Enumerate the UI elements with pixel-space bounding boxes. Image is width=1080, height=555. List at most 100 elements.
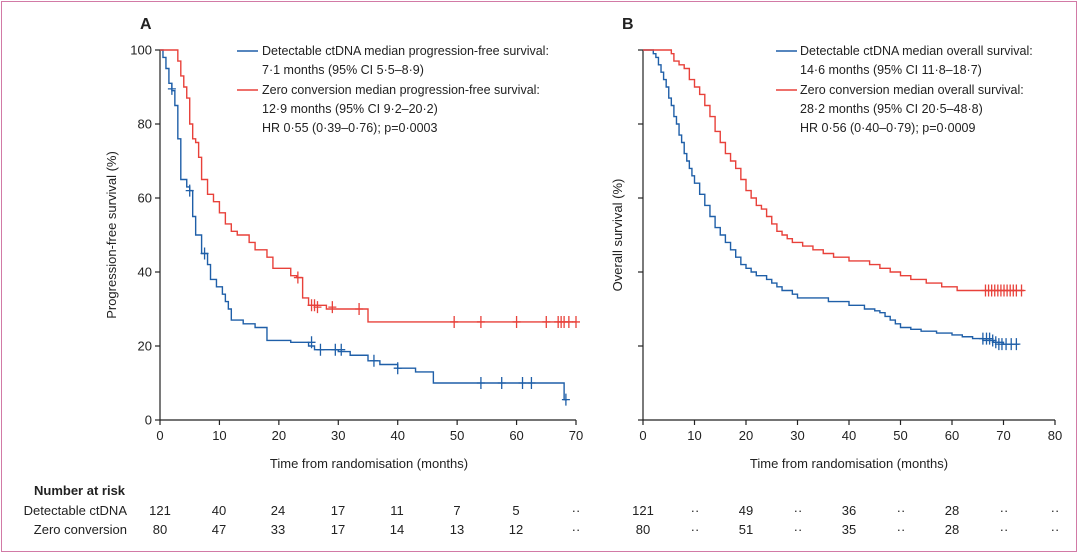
risk-cell-a-detectable: 24 bbox=[271, 503, 285, 518]
censor-mark-a-detectable-ctdna bbox=[167, 82, 176, 95]
risk-cell-b-zero: 51 bbox=[739, 522, 753, 537]
risk-cell-b-detectable: 121 bbox=[632, 503, 654, 518]
censor-mark-a-zero-conversion bbox=[476, 315, 485, 328]
legend-a-line-4: 12·9 months (95% CI 9·2–20·2) bbox=[262, 102, 438, 116]
x-tick-label-a: 40 bbox=[390, 428, 404, 443]
panel-b-series bbox=[643, 49, 1026, 351]
risk-cell-a-detectable: ·· bbox=[572, 503, 581, 518]
panel-a-label: A bbox=[140, 16, 152, 33]
censor-mark-a-detectable-ctdna bbox=[561, 393, 570, 406]
x-tick-label-b: 10 bbox=[687, 428, 701, 443]
panel-b-y-label: Overall survival (%) bbox=[610, 179, 625, 292]
risk-table-values: 121 40 24 17 11 7 5 ·· 80 47 33 17 14 13 12 ·· 121 ·· 49 ··… bbox=[149, 503, 1059, 537]
risk-cell-a-zero: 12 bbox=[509, 522, 523, 537]
legend-b-line-1: Detectable ctDNA median overall survival… bbox=[800, 44, 1033, 58]
x-tick-label-a: 10 bbox=[212, 428, 226, 443]
censor-mark-a-detectable-ctdna bbox=[200, 247, 209, 260]
x-tick-label-b: 40 bbox=[842, 428, 856, 443]
risk-cell-a-zero: 80 bbox=[153, 522, 167, 537]
y-tick-label-a: 60 bbox=[138, 191, 152, 206]
risk-cell-a-detectable: 5 bbox=[512, 503, 519, 518]
km-curve-a-zero-conversion bbox=[160, 49, 576, 323]
censor-mark-a-zero-conversion bbox=[542, 315, 551, 328]
x-tick-label-b: 30 bbox=[790, 428, 804, 443]
panel-a-x-label: Time from randomisation (months) bbox=[270, 456, 468, 471]
censor-mark-a-zero-conversion bbox=[450, 315, 459, 328]
y-tick-label-a: 0 bbox=[145, 413, 152, 428]
risk-cell-b-detectable: ·· bbox=[794, 503, 803, 518]
risk-cell-a-zero: 13 bbox=[450, 522, 464, 537]
panel-b-ticks: 0 10 20 30 40 50 60 70 80 bbox=[638, 49, 1062, 443]
x-tick-label-b: 60 bbox=[945, 428, 959, 443]
risk-cell-a-detectable: 40 bbox=[212, 503, 226, 518]
risk-table: Number at risk Detectable ctDNA Zero con… bbox=[24, 483, 1060, 537]
legend-b-line-2: 14·6 months (95% CI 11·8–18·7) bbox=[800, 63, 982, 77]
censor-mark-a-detectable-ctdna bbox=[476, 377, 485, 389]
x-tick-label-b: 0 bbox=[639, 428, 646, 443]
risk-cell-a-detectable: 121 bbox=[149, 503, 171, 518]
censor-mark-a-detectable-ctdna bbox=[497, 377, 506, 389]
panel-b-x-label: Time from randomisation (months) bbox=[750, 456, 948, 471]
censor-mark-a-zero-conversion bbox=[564, 315, 573, 328]
risk-table-title: Number at risk bbox=[34, 483, 126, 498]
y-tick-label-a: 80 bbox=[138, 117, 152, 132]
censor-mark-a-zero-conversion bbox=[328, 301, 337, 314]
legend-a-line-5: HR 0·55 (0·39–0·76); p=0·0003 bbox=[262, 121, 437, 135]
risk-cell-a-zero: 14 bbox=[390, 522, 404, 537]
risk-cell-b-zero: ·· bbox=[794, 522, 803, 537]
risk-cell-b-zero: ·· bbox=[1000, 522, 1009, 537]
legend-b-line-5: HR 0·56 (0·40–0·79); p=0·0009 bbox=[800, 121, 975, 135]
x-tick-label-a: 60 bbox=[509, 428, 523, 443]
censor-mark-a-detectable-ctdna bbox=[518, 377, 527, 389]
panel-a-series bbox=[160, 49, 580, 406]
risk-cell-a-detectable: 17 bbox=[331, 503, 345, 518]
censor-mark-a-detectable-ctdna bbox=[185, 184, 194, 197]
y-tick-label-a: 100 bbox=[130, 43, 152, 58]
censor-mark-a-zero-conversion bbox=[512, 315, 521, 328]
censor-mark-a-detectable-ctdna bbox=[527, 377, 536, 389]
panel-a-y-label: Progression-free survival (%) bbox=[104, 151, 119, 319]
risk-cell-b-detectable: ·· bbox=[897, 503, 906, 518]
x-tick-label-a: 20 bbox=[272, 428, 286, 443]
risk-cell-b-detectable: 36 bbox=[842, 503, 856, 518]
risk-cell-a-detectable: 7 bbox=[453, 503, 460, 518]
risk-cell-a-detectable: 11 bbox=[390, 503, 404, 518]
censor-mark-a-zero-conversion bbox=[313, 301, 322, 314]
x-tick-label-b: 70 bbox=[996, 428, 1010, 443]
risk-cell-b-zero: 80 bbox=[636, 522, 650, 537]
risk-cell-b-zero: 35 bbox=[842, 522, 856, 537]
legend-b-line-4: 28·2 months (95% CI 20·5–48·8) bbox=[800, 102, 983, 116]
risk-cell-b-detectable: 49 bbox=[739, 503, 753, 518]
x-tick-label-a: 30 bbox=[331, 428, 345, 443]
x-tick-label-a: 70 bbox=[569, 428, 583, 443]
legend-a-line-2: 7·1 months (95% CI 5·5–8·9) bbox=[262, 63, 424, 77]
x-tick-label-b: 80 bbox=[1048, 428, 1062, 443]
panel-b: B Time from randomisation (months) Overa… bbox=[610, 16, 1062, 471]
risk-cell-b-detectable: ·· bbox=[1000, 503, 1009, 518]
legend-a-line-3: Zero conversion median progression-free … bbox=[262, 83, 540, 97]
risk-cell-a-zero: 33 bbox=[271, 522, 285, 537]
panel-a-legend: Detectable ctDNA median progression-free… bbox=[237, 44, 549, 135]
censor-mark-a-zero-conversion bbox=[355, 303, 364, 315]
y-tick-label-a: 20 bbox=[138, 339, 152, 354]
panel-b-label: B bbox=[622, 16, 634, 33]
risk-cell-b-zero: 28 bbox=[945, 522, 959, 537]
risk-cell-a-zero: 47 bbox=[212, 522, 226, 537]
censor-mark-a-zero-conversion bbox=[572, 315, 580, 328]
risk-cell-a-zero: 17 bbox=[331, 522, 345, 537]
risk-cell-b-zero: ·· bbox=[1051, 522, 1060, 537]
censor-mark-a-zero-conversion bbox=[293, 271, 302, 284]
censor-mark-a-detectable-ctdna bbox=[307, 336, 316, 349]
panel-b-legend: Detectable ctDNA median overall survival… bbox=[776, 44, 1033, 135]
risk-cell-b-zero: ·· bbox=[691, 522, 700, 537]
legend-a-line-1: Detectable ctDNA median progression-free… bbox=[262, 44, 549, 58]
panel-a-ticks: 0 10 20 30 40 50 60 70 0 20 40 60 80 100 bbox=[130, 43, 583, 444]
risk-cell-b-detectable: ·· bbox=[1051, 503, 1060, 518]
risk-cell-b-detectable: 28 bbox=[945, 503, 959, 518]
x-tick-label-b: 50 bbox=[893, 428, 907, 443]
x-tick-label-b: 20 bbox=[739, 428, 753, 443]
censor-mark-b-detectable-ctdna bbox=[1012, 338, 1021, 351]
panel-a: A Time from randomisation (months) Progr… bbox=[104, 16, 583, 471]
